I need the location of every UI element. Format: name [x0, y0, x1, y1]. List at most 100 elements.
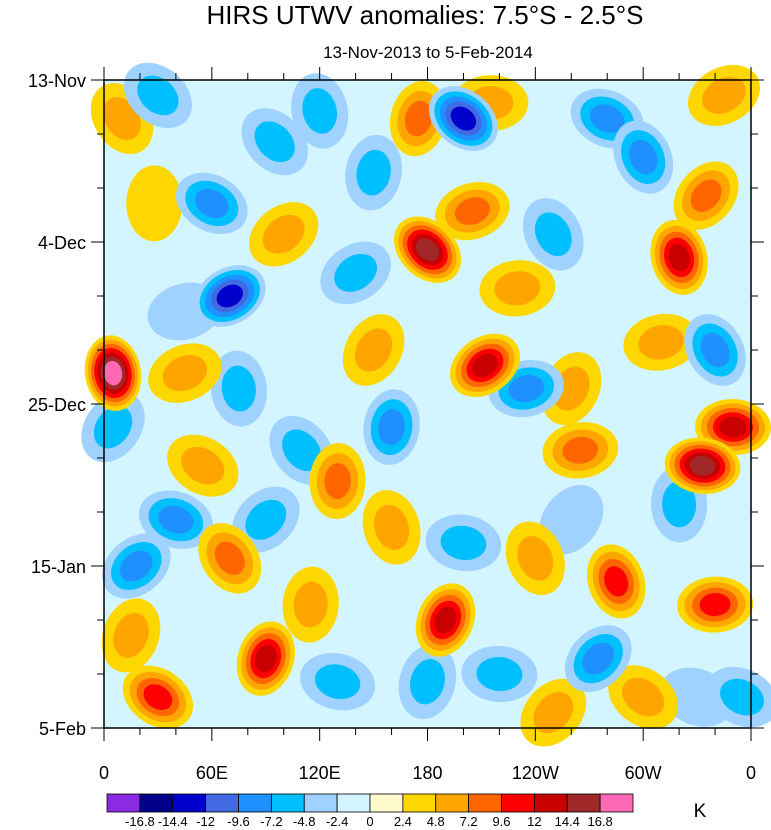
anomaly-feature [309, 443, 366, 520]
anomaly-feature [138, 490, 213, 549]
anomaly-feature [122, 665, 194, 729]
colorbar-swatch [533, 793, 568, 813]
anomaly-feature [291, 73, 349, 149]
y-tick-label: 5-Feb [39, 719, 86, 739]
chart-title: HIRS UTWV anomalies: 7.5°S - 2.5°S [207, 0, 644, 30]
colorbar-swatch [566, 793, 601, 813]
colorbar: -16.8 -14.4 -12 -9.6 -7.2 -4.8 -2.4 0 2.4 4.8 7.2 9… [106, 793, 634, 829]
colorbar-swatch [468, 793, 502, 813]
anomaly-feature [623, 313, 699, 371]
anomaly-feature [345, 134, 402, 211]
colorbar-label: 0 [366, 814, 373, 829]
anomaly-feature [342, 314, 405, 386]
colorbar-unit: K [694, 801, 707, 822]
colorbar-label: -2.4 [326, 814, 348, 829]
colorbar-label: 14.4 [555, 814, 580, 829]
chart-subtitle: 13-Nov-2013 to 5-Feb-2014 [323, 43, 533, 62]
colorbar-label: 9.6 [492, 814, 510, 829]
colorbar-swatch [501, 793, 535, 813]
anomaly-feature [461, 645, 538, 703]
anomaly-feature [101, 598, 161, 673]
colorbar-label: 7.2 [460, 814, 478, 829]
anomaly-feature [677, 576, 754, 633]
anomaly-feature [363, 389, 420, 465]
anomaly-feature [126, 165, 183, 242]
colorbar-swatch [336, 793, 371, 813]
x-tick-label: 120W [512, 763, 559, 783]
x-tick-label: 60W [625, 763, 662, 783]
y-tick-label: 25-Dec [28, 395, 86, 415]
anomaly-feature [194, 265, 266, 327]
anomaly-feature [232, 486, 300, 553]
colorbar-swatch [435, 793, 470, 813]
anomaly-feature [664, 437, 741, 494]
colorbar-label: 2.4 [394, 814, 412, 829]
anomaly-feature [300, 653, 376, 711]
x-axis: 0 60E 120E 180 120W 60W 0 [99, 67, 756, 783]
x-tick-label: 0 [746, 763, 756, 783]
anomaly-feature [198, 523, 262, 594]
y-tick-label: 4-Dec [38, 233, 86, 253]
anomaly-feature [236, 621, 295, 696]
anomaly-feature [210, 350, 267, 427]
anomaly-feature [102, 533, 171, 599]
colorbar-label: -4.8 [293, 814, 315, 829]
colorbar-label: -14.4 [158, 814, 188, 829]
anomaly-feature [429, 86, 498, 151]
anomaly-feature [586, 544, 646, 619]
anomaly-feature [241, 108, 308, 176]
colorbar-swatch [303, 793, 338, 813]
anomaly-feature [505, 521, 565, 596]
anomaly-feature [673, 161, 739, 230]
anomaly-feature [613, 120, 674, 194]
anomaly-feature [393, 216, 462, 283]
anomaly-feature [542, 422, 619, 479]
x-tick-label: 60E [196, 763, 228, 783]
y-tick-label: 13-Nov [28, 71, 86, 91]
anomaly-field [81, 62, 771, 747]
colorbar-label: 4.8 [427, 814, 445, 829]
colorbar-swatch [172, 793, 207, 813]
anomaly-feature [479, 260, 556, 317]
x-tick-label: 120E [299, 763, 341, 783]
anomaly-feature [362, 490, 421, 565]
colorbar-swatch [139, 793, 174, 813]
anomaly-feature [650, 219, 708, 295]
anomaly-feature [320, 241, 391, 305]
x-tick-label: 180 [412, 763, 442, 783]
colorbar-label: 16.8 [587, 814, 612, 829]
anomaly-feature [520, 678, 587, 747]
x-tick-label: 0 [99, 763, 109, 783]
anomaly-feature [282, 566, 339, 643]
y-axis: 13-Nov 4-Dec 25-Dec 15-Jan 5-Feb [28, 71, 764, 739]
colorbar-label: -16.8 [125, 814, 155, 829]
anomaly-feature [449, 333, 521, 398]
anomaly-feature [608, 665, 679, 729]
y-tick-label: 15-Jan [31, 557, 86, 577]
anomaly-feature [415, 583, 476, 657]
colorbar-swatch [238, 793, 272, 813]
anomaly-feature [84, 335, 142, 411]
anomaly-feature [564, 625, 632, 692]
colorbar-swatch [106, 793, 141, 813]
anomaly-feature [705, 666, 771, 728]
anomaly-feature [148, 343, 222, 403]
colorbar-label: 12 [527, 814, 541, 829]
colorbar-label: -7.2 [260, 814, 282, 829]
colorbar-label: -12 [196, 814, 215, 829]
colorbar-swatch [369, 793, 404, 813]
colorbar-swatch [270, 793, 305, 813]
anomaly-feature [425, 514, 502, 572]
colorbar-swatch [402, 793, 437, 813]
colorbar-swatch [205, 793, 239, 813]
colorbar-swatch [599, 793, 634, 813]
anomaly-feature [684, 314, 746, 386]
anomaly-feature [435, 181, 510, 241]
plot-area [81, 62, 771, 747]
anomaly-feature [175, 172, 248, 235]
anomaly-feature [123, 62, 192, 129]
anomaly-feature [249, 202, 319, 267]
anomaly-feature [167, 434, 239, 497]
colorbar-label: -9.6 [227, 814, 249, 829]
